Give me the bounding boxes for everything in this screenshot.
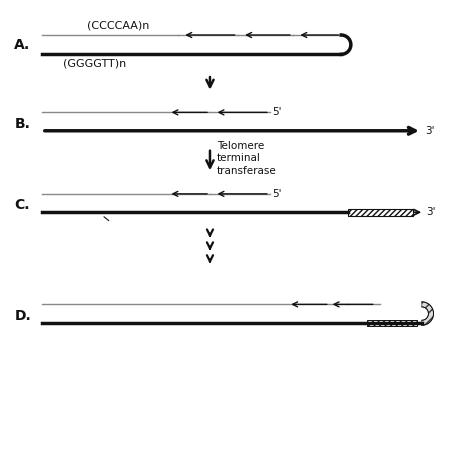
Text: 3': 3' [425, 126, 435, 136]
Text: 5': 5' [272, 189, 281, 199]
Bar [367, 320, 417, 326]
Text: D.: D. [14, 309, 31, 323]
Polygon shape [422, 302, 433, 325]
Text: (GGGGTT)n: (GGGGTT)n [63, 59, 126, 69]
Text: Telomere
terminal
transferase: Telomere terminal transferase [217, 141, 277, 176]
Text: (CCCCAA)n: (CCCCAA)n [87, 21, 149, 30]
Text: 3': 3' [426, 207, 436, 217]
Text: C.: C. [14, 199, 30, 212]
Bar [348, 209, 412, 215]
Text: A.: A. [14, 38, 31, 52]
Text: B.: B. [14, 117, 30, 131]
Text: 5': 5' [272, 107, 281, 117]
